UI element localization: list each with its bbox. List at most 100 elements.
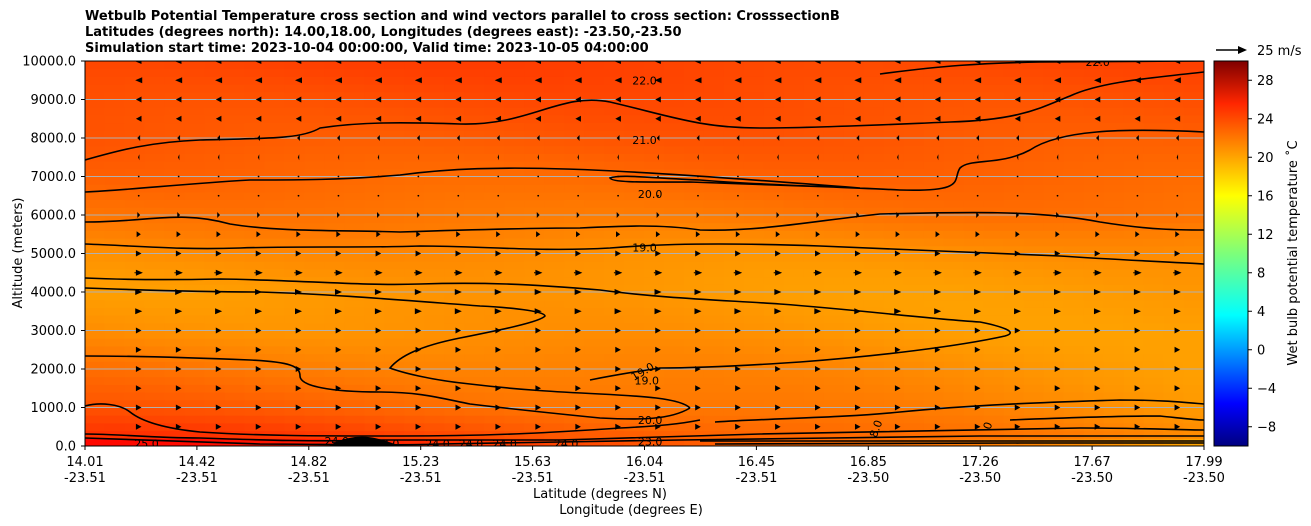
field-cell: [783, 345, 805, 355]
field-cell: [943, 399, 965, 408]
contour-label: 22.0: [1085, 56, 1110, 69]
field-cell: [144, 376, 166, 385]
field-cell: [703, 399, 725, 408]
wind-vector: [856, 175, 859, 178]
field-cell: [444, 283, 466, 293]
field-cell: [823, 414, 845, 424]
field-cell: [1143, 260, 1165, 270]
field-cell: [364, 91, 386, 100]
wind-vector: [936, 212, 940, 218]
field-cell: [1183, 237, 1204, 247]
field-cell: [144, 114, 166, 124]
field-cell: [404, 260, 426, 270]
field-cell: [1183, 160, 1204, 170]
field-cell: [903, 168, 925, 177]
field-cell: [783, 353, 805, 362]
field-cell: [1123, 422, 1145, 432]
wind-vector: [377, 212, 380, 218]
field-cell: [863, 260, 885, 270]
field-cell: [464, 399, 486, 408]
field-cell: [584, 414, 606, 424]
wind-vector: [177, 175, 180, 178]
field-cell: [344, 99, 366, 108]
field-cell: [1003, 214, 1025, 224]
field-cell: [843, 360, 865, 370]
field-cell: [644, 368, 665, 378]
field-cell: [524, 337, 546, 347]
field-cell: [644, 237, 665, 247]
field-cell: [524, 168, 546, 177]
field-cell: [644, 145, 665, 154]
wind-vector: [854, 327, 861, 334]
field-cell: [664, 314, 685, 324]
field-cell: [843, 99, 865, 108]
field-cell: [104, 122, 126, 131]
field-cell: [224, 137, 246, 147]
field-cell: [843, 222, 865, 231]
field-cell: [803, 145, 825, 154]
wind-vector: [175, 308, 183, 315]
field-cell: [244, 122, 266, 131]
field-cell: [684, 260, 705, 270]
field-cell: [624, 191, 645, 201]
field-cell: [404, 75, 426, 85]
field-cell: [324, 376, 346, 385]
wind-vector: [615, 385, 621, 392]
field-cell: [684, 145, 705, 154]
field-cell: [224, 222, 246, 231]
field-cell: [384, 260, 406, 270]
field-cell: [524, 283, 546, 293]
field-cell: [1103, 291, 1125, 301]
field-cell: [304, 168, 326, 177]
field-cell: [843, 114, 865, 124]
wind-vector: [495, 366, 502, 372]
field-cell: [763, 245, 785, 254]
field-cell: [604, 229, 625, 239]
field-cell: [584, 268, 606, 278]
field-cell: [324, 183, 346, 193]
wind-vector: [455, 366, 462, 372]
field-cell: [104, 83, 126, 93]
field-cell: [843, 199, 865, 208]
field-cell: [124, 61, 146, 70]
field-cell: [224, 253, 246, 262]
field-cell: [464, 61, 486, 70]
field-cell: [364, 137, 386, 147]
wind-vector: [854, 115, 861, 122]
field-cell: [384, 168, 406, 177]
field-cell: [1063, 214, 1085, 224]
field-cell: [544, 183, 566, 193]
field-cell: [1163, 430, 1185, 439]
field-cell: [464, 183, 486, 193]
wind-vector: [334, 61, 342, 64]
wind-vector: [297, 175, 300, 178]
field-cell: [584, 299, 606, 308]
field-cell: [1063, 245, 1085, 254]
field-cell: [1143, 422, 1165, 432]
field-cell: [783, 322, 805, 331]
field-cell: [204, 322, 226, 331]
field-cell: [1123, 407, 1145, 416]
field-cell: [783, 437, 805, 446]
field-cell: [1063, 61, 1085, 70]
field-cell: [923, 176, 945, 185]
field-cell: [1103, 314, 1125, 324]
wind-vector: [617, 194, 619, 197]
field-cell: [584, 360, 606, 370]
field-cell: [883, 91, 905, 100]
field-cell: [624, 199, 645, 208]
field-cell: [823, 83, 845, 93]
field-cell: [424, 360, 446, 370]
field-cell: [464, 83, 486, 93]
field-cell: [1063, 260, 1085, 270]
field-cell: [684, 61, 705, 70]
field-cell: [124, 376, 146, 385]
field-cell: [85, 99, 106, 108]
field-cell: [544, 322, 566, 331]
field-cell: [1143, 106, 1165, 116]
field-cell: [783, 68, 805, 77]
field-cell: [264, 437, 286, 446]
wind-vector: [376, 231, 381, 238]
field-cell: [743, 245, 765, 254]
field-cell: [324, 283, 346, 293]
